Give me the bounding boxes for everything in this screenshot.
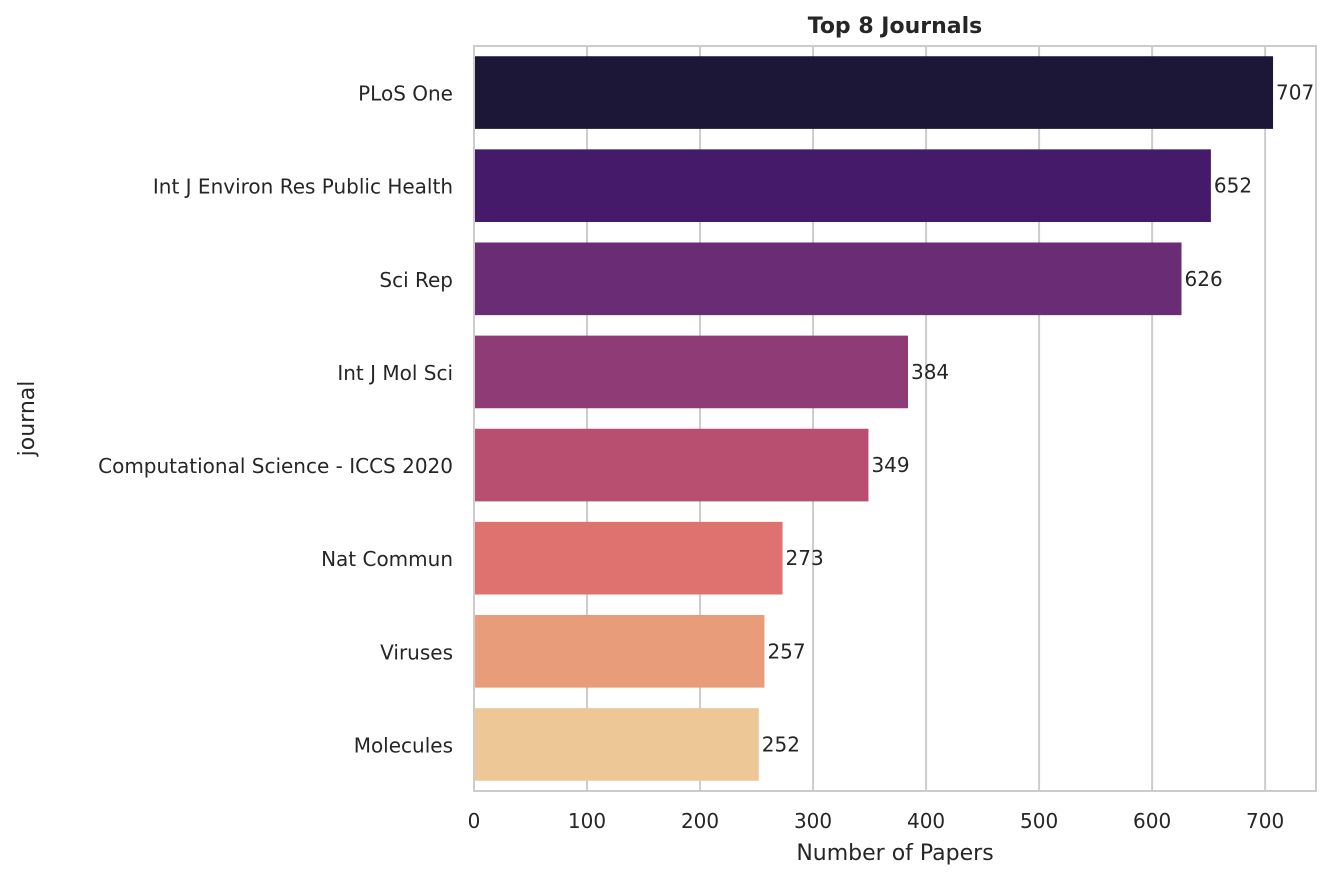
bar-value-label: 384 bbox=[911, 360, 949, 384]
y-tick-label: Sci Rep bbox=[379, 268, 453, 292]
bars bbox=[474, 56, 1274, 781]
y-tick-label: Molecules bbox=[354, 733, 453, 757]
bar-value-label: 652 bbox=[1214, 174, 1252, 198]
y-tick-label: PLoS One bbox=[358, 82, 453, 106]
bar-value-label: 257 bbox=[767, 639, 805, 663]
bar bbox=[474, 428, 869, 502]
bar bbox=[474, 149, 1211, 223]
bar bbox=[474, 521, 783, 595]
x-tick-label: 700 bbox=[1246, 809, 1284, 833]
chart-title: Top 8 Journals bbox=[808, 14, 983, 39]
plot-frame bbox=[473, 45, 1317, 792]
x-tick-label: 200 bbox=[681, 809, 719, 833]
y-tick-label: Viruses bbox=[380, 640, 453, 664]
data-labels: 707 652 626 384 349 273 257 252 bbox=[762, 81, 1314, 757]
x-tick-label: 0 bbox=[468, 809, 481, 833]
x-tick-label: 600 bbox=[1133, 809, 1171, 833]
y-tick-labels: PLoS One Int J Environ Res Public Health S… bbox=[98, 82, 453, 758]
bar bbox=[474, 56, 1274, 129]
bar-value-label: 252 bbox=[762, 732, 800, 756]
bar bbox=[474, 708, 759, 781]
bar-value-label: 626 bbox=[1185, 267, 1223, 291]
bar bbox=[474, 335, 908, 409]
x-tick-label: 100 bbox=[568, 809, 606, 833]
y-tick-label: Int J Mol Sci bbox=[337, 361, 453, 385]
y-axis-label: journal bbox=[15, 381, 40, 458]
x-tick-label: 500 bbox=[1020, 809, 1058, 833]
bar-value-label: 273 bbox=[786, 546, 824, 570]
x-tick-labels: 0 100 200 300 400 500 600 700 bbox=[468, 809, 1285, 833]
bar-value-label: 349 bbox=[871, 453, 909, 477]
bar-value-label: 707 bbox=[1276, 81, 1314, 105]
bar bbox=[474, 242, 1182, 316]
x-tick-label: 400 bbox=[907, 809, 945, 833]
x-axis-label: Number of Papers bbox=[796, 841, 993, 866]
y-tick-label: Nat Commun bbox=[321, 547, 453, 571]
y-tick-label: Computational Science - ICCS 2020 bbox=[98, 454, 453, 478]
bar bbox=[474, 614, 765, 688]
x-tick-label: 300 bbox=[794, 809, 832, 833]
y-tick-label: Int J Environ Res Public Health bbox=[153, 175, 453, 199]
